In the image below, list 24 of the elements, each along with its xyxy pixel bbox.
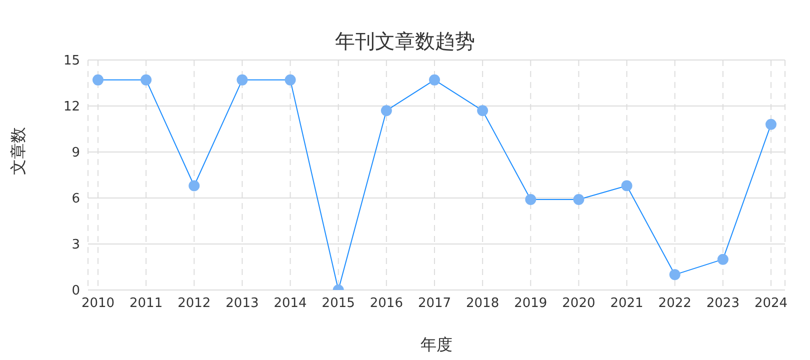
x-tick-label: 2014 [274,296,307,312]
y-tick-label: 9 [72,146,80,161]
y-tick-label: 12 [63,100,80,115]
chart-title: 年刊文章数趋势 [334,28,476,55]
x-tick-label: 2013 [226,296,259,312]
x-tick-label: 2016 [370,296,403,312]
x-tick-label: 2015 [322,296,355,312]
x-tick-label: 2010 [81,296,115,312]
x-tick-label: 2022 [658,296,692,312]
x-tick-label: 2020 [562,296,596,312]
y-tick-label: 15 [63,54,80,69]
x-axis-title: 年度 [420,335,452,354]
x-tick-label: 2019 [514,296,548,312]
x-tick-label: 2017 [418,296,452,312]
y-tick-label: 6 [72,192,80,207]
y-tick-label: 0 [72,284,80,299]
x-tick-label: 2018 [466,296,500,312]
x-tick-label: 2024 [754,296,788,312]
x-tick-label: 2012 [178,296,211,312]
y-axis-title: 文章数 [8,127,28,175]
x-tick-label: 2023 [706,296,740,312]
x-tick-label: 2011 [130,296,163,312]
x-tick-label: 2021 [610,296,644,312]
y-tick-label: 3 [72,238,80,253]
